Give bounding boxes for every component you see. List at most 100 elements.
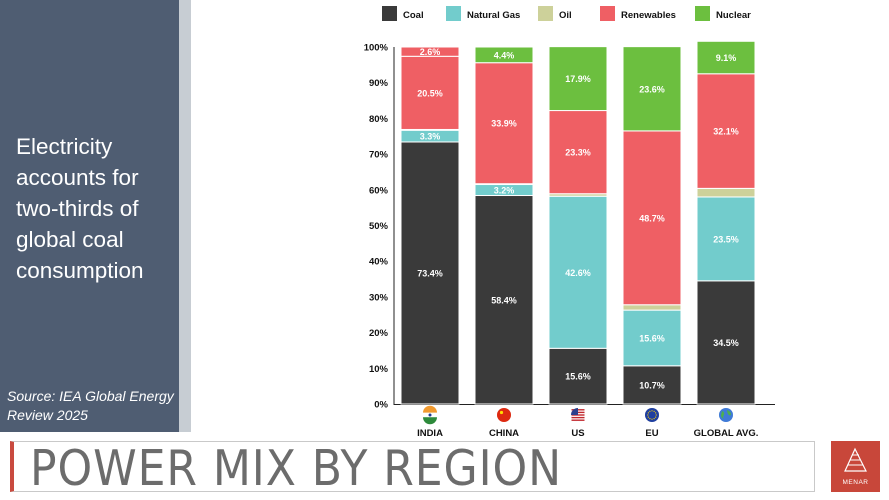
y-tick-label: 90% — [369, 78, 389, 89]
flag-field — [497, 408, 511, 422]
y-tick-label: 10% — [369, 364, 389, 375]
y-tick-label: 60% — [369, 185, 389, 196]
data-label: 73.4% — [417, 268, 443, 278]
flag-star — [653, 410, 655, 412]
menar-logo: MENAR — [831, 441, 880, 492]
legend-swatch — [538, 6, 553, 21]
flag-star — [655, 414, 657, 416]
bar-segment — [474, 195, 534, 405]
data-label: 3.3% — [420, 132, 441, 142]
india-flag-icon — [423, 405, 437, 425]
flag-stripe — [571, 419, 585, 421]
category-label: US — [571, 428, 584, 439]
flag-star — [649, 418, 651, 420]
data-label: 33.9% — [491, 119, 517, 129]
flag-band — [423, 417, 437, 425]
power-mix-chart: 0% 10% 20% 30% 40% 50% 60% 70% 80% 90% 100% Coal Nat… — [364, 6, 775, 439]
bar-segment — [548, 46, 608, 112]
data-label: 20.5% — [417, 88, 443, 98]
legend-item: Nuclear — [695, 6, 751, 21]
legend-swatch — [382, 6, 397, 21]
slide-headline: Electricity accounts for two-thirds of g… — [16, 134, 144, 283]
data-label: 32.1% — [713, 127, 739, 137]
data-label: 58.4% — [491, 295, 517, 305]
bar-segment — [474, 46, 534, 64]
legend-item: Coal — [382, 6, 424, 21]
flag-canton — [571, 408, 578, 415]
globe-land — [721, 410, 731, 419]
legend-item: Oil — [538, 6, 572, 21]
category-label: CHINA — [489, 428, 519, 439]
flag-star — [647, 416, 649, 418]
data-label: 4.4% — [494, 50, 515, 60]
legend-label: Natural Gas — [467, 10, 520, 21]
bar-segment — [622, 130, 682, 306]
us-flag-icon — [571, 408, 585, 422]
flag-stripe — [571, 416, 585, 419]
legend-label: Nuclear — [716, 10, 751, 21]
side-divider-strip — [179, 0, 191, 432]
side-panel — [0, 0, 179, 432]
data-label: 23.6% — [639, 84, 665, 94]
page-title: POWER MIX BY REGION — [30, 440, 563, 497]
bar-segment — [622, 304, 682, 311]
data-label: 42.6% — [565, 268, 591, 278]
bar-segment — [622, 46, 682, 132]
china-flag-icon — [497, 408, 511, 422]
title-box: POWER MIX BY REGION — [10, 440, 815, 497]
y-tick-label: 100% — [364, 43, 389, 54]
flag-star — [655, 416, 657, 418]
flag-star — [655, 412, 657, 414]
bar-segment — [548, 195, 608, 349]
data-label: 34.5% — [713, 338, 739, 348]
bar-segment — [696, 196, 756, 282]
bar-segment — [474, 62, 534, 185]
data-label: 10.7% — [639, 380, 665, 390]
legend-label: Renewables — [621, 10, 676, 21]
legend-swatch — [446, 6, 461, 21]
bar-segment — [400, 55, 460, 130]
eu-flag-icon — [645, 408, 659, 422]
data-label: 17.9% — [565, 74, 591, 84]
flag-star — [651, 410, 653, 412]
category-label: GLOBAL AVG. — [694, 428, 759, 439]
data-label: 48.7% — [639, 213, 665, 223]
legend-item: Natural Gas — [446, 6, 520, 21]
legend-swatch — [695, 6, 710, 21]
flag-wheel — [428, 413, 432, 417]
bar-segment — [696, 73, 756, 189]
bar-segment — [696, 280, 756, 405]
flag-star — [649, 410, 651, 412]
flag-field — [645, 408, 659, 422]
flag-band — [423, 405, 437, 413]
y-tick-label: 30% — [369, 292, 389, 303]
data-label: 15.6% — [565, 372, 591, 382]
logo-mark-icon — [844, 447, 867, 472]
logo-text: MENAR — [842, 479, 869, 486]
y-tick-label: 20% — [369, 328, 389, 339]
globe-icon — [719, 408, 733, 422]
source-note: Source: IEA Global Energy Review 2025 — [7, 388, 174, 423]
y-tick-label: 80% — [369, 114, 389, 125]
category-label: INDIA — [417, 428, 443, 439]
legend-label: Oil — [559, 10, 572, 21]
y-tick-label: 0% — [374, 400, 388, 411]
bar-segment — [622, 309, 682, 367]
data-label: 2.6% — [420, 47, 441, 57]
bar-segment — [622, 365, 682, 405]
data-label: 15.6% — [639, 333, 665, 343]
data-label: 23.3% — [565, 148, 591, 158]
bar-segment — [696, 187, 756, 198]
flag-star — [651, 418, 653, 420]
flag-star — [647, 412, 649, 414]
y-tick-label: 70% — [369, 150, 389, 161]
flag-star — [647, 414, 649, 416]
data-label: 9.1% — [716, 53, 737, 63]
data-label: 3.2% — [494, 185, 515, 195]
category-label: EU — [645, 428, 658, 439]
bar-segment — [400, 46, 460, 57]
data-label: 23.5% — [713, 234, 739, 244]
legend-item: Renewables — [600, 6, 676, 21]
legend-label: Coal — [403, 10, 424, 21]
bar-segment — [696, 40, 756, 75]
